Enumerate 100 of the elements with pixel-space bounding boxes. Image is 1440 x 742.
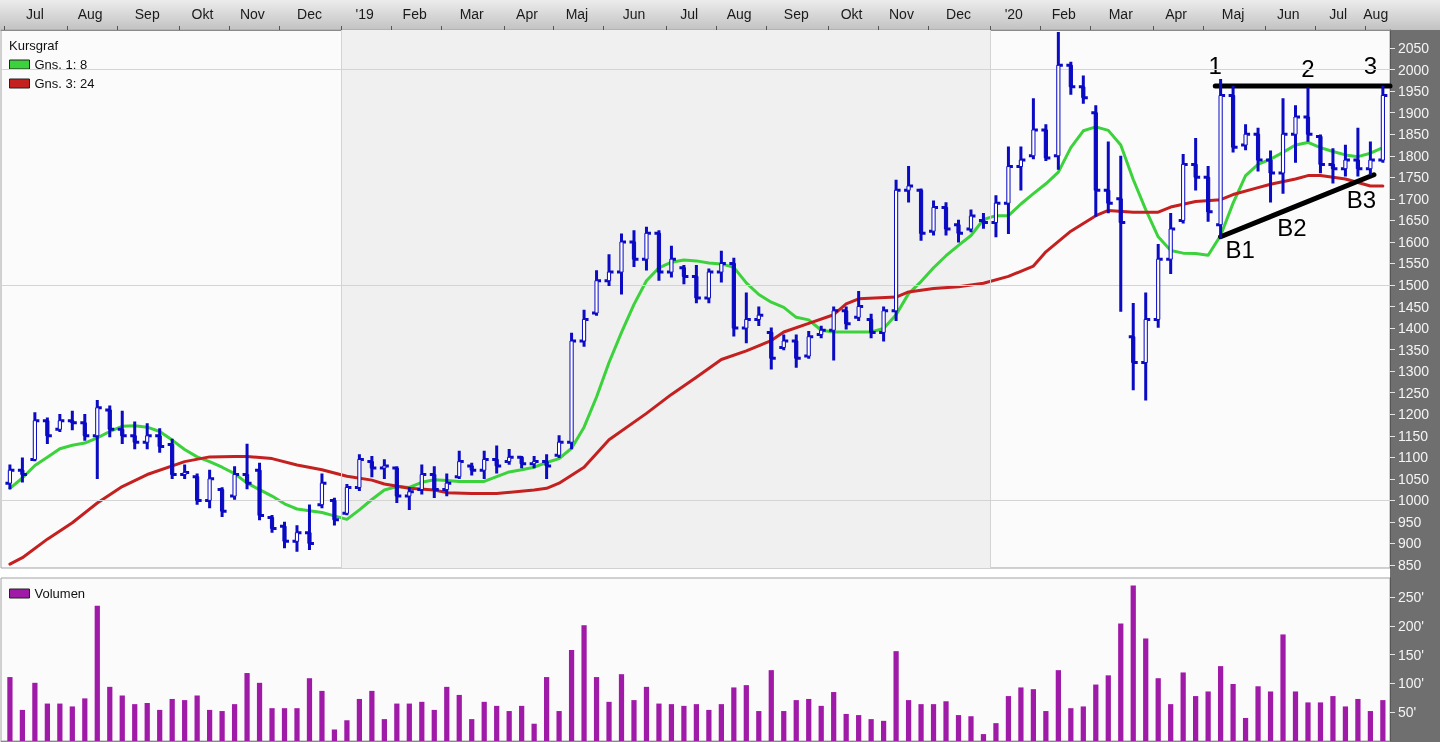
candlestick — [777, 332, 790, 352]
candlestick — [690, 263, 703, 305]
bar — [1342, 706, 1349, 741]
candlestick — [578, 308, 591, 349]
candlestick — [540, 452, 553, 481]
y-tick-label: 1800 — [1398, 147, 1430, 164]
bar — [94, 605, 100, 741]
bar — [119, 695, 125, 741]
annotation: 2 — [1301, 55, 1315, 83]
bar — [132, 704, 138, 741]
x-tick-label: Nov — [239, 6, 265, 22]
bar — [1068, 708, 1074, 741]
bar — [157, 709, 163, 741]
candlestick — [877, 304, 890, 344]
bar — [1255, 686, 1261, 741]
candlestick — [278, 520, 291, 550]
bar — [1280, 634, 1286, 741]
bar — [494, 705, 500, 741]
candlestick — [216, 485, 229, 519]
bar — [668, 704, 675, 741]
bar — [905, 700, 912, 741]
bar — [369, 690, 375, 741]
bar — [144, 702, 150, 741]
y-tick-label: 1350 — [1398, 341, 1430, 358]
x-tick-label: '19 — [355, 6, 375, 22]
x-tick-label: Mar — [1108, 6, 1134, 22]
bar — [1018, 687, 1024, 741]
bar — [968, 716, 974, 741]
candlestick — [1189, 136, 1202, 192]
candlestick — [627, 228, 640, 269]
bar — [394, 703, 400, 741]
candlestick — [1089, 103, 1102, 219]
bar — [856, 715, 862, 741]
candlestick — [827, 304, 840, 363]
y-tick-label: 200' — [1398, 617, 1425, 634]
legend-label: Gns. 1: 8 — [34, 57, 88, 72]
legend-title: Kursgraf — [9, 38, 59, 53]
bar — [269, 708, 275, 741]
candlestick — [1214, 77, 1227, 241]
y-tick-label: 1250 — [1398, 384, 1430, 401]
x-tick-label: Jul — [25, 6, 44, 22]
x-tick-label: Nov — [888, 6, 914, 22]
bar — [1105, 675, 1111, 741]
candlestick — [116, 409, 129, 446]
candlestick — [290, 523, 303, 554]
bar — [1380, 700, 1386, 741]
y-tick-label: 900 — [1398, 535, 1422, 552]
x-tick-label: Okt — [840, 6, 863, 22]
bar — [44, 703, 50, 741]
bar — [19, 709, 26, 741]
bar — [319, 690, 325, 741]
y-tick-label: 2050 — [1398, 40, 1430, 57]
bar — [743, 685, 749, 741]
bar — [256, 682, 263, 741]
candlestick — [440, 472, 453, 498]
bar — [1093, 684, 1099, 741]
y-tick-label: 1550 — [1398, 255, 1430, 272]
candlestick — [852, 289, 865, 323]
candlestick — [478, 449, 491, 481]
candlestick — [927, 198, 940, 238]
bar — [406, 703, 412, 741]
candlestick — [1114, 154, 1127, 314]
bar — [294, 708, 300, 741]
bar — [1305, 702, 1311, 741]
candlestick — [902, 164, 915, 204]
candlestick — [1227, 84, 1240, 154]
bar — [955, 715, 962, 741]
candlestick — [727, 256, 740, 338]
x-tick-label: Jun — [622, 6, 646, 22]
y-tick-label: 1700 — [1398, 190, 1430, 207]
annotation: B3 — [1346, 186, 1377, 214]
candlestick — [1177, 152, 1190, 226]
legend-label: Gns. 3: 24 — [34, 76, 95, 91]
x-tick-label: Maj — [565, 6, 589, 22]
x-tick-label: Apr — [516, 6, 539, 22]
bar — [681, 705, 687, 741]
bar — [768, 670, 774, 741]
bar — [306, 678, 313, 741]
candlestick — [1314, 133, 1327, 175]
bar — [344, 720, 350, 741]
candlestick — [378, 457, 391, 481]
annotation: B1 — [1225, 235, 1255, 263]
bar — [718, 704, 724, 741]
candlestick — [203, 468, 216, 510]
bar — [244, 673, 250, 741]
y-tick-label: 850 — [1398, 557, 1422, 573]
candlestick — [1102, 139, 1115, 215]
candlestick — [66, 409, 79, 432]
bar — [618, 674, 625, 741]
candlestick — [3, 463, 16, 491]
bar — [1355, 698, 1361, 741]
bar — [69, 706, 75, 741]
bar — [1118, 623, 1124, 741]
bar — [993, 723, 999, 741]
x-tick-label: Apr — [1165, 6, 1188, 22]
candlestick — [428, 464, 441, 500]
bar — [893, 651, 899, 741]
bar — [356, 698, 363, 741]
bar — [1205, 691, 1211, 741]
bar — [82, 698, 88, 741]
